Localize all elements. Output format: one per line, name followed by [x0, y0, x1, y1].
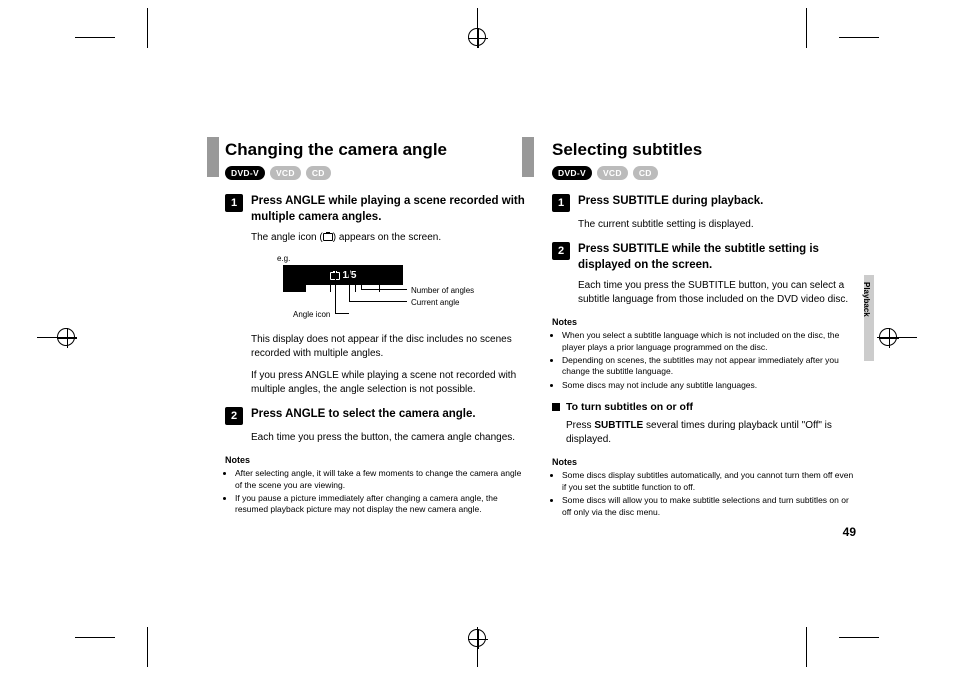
badge-vcd: VCD	[597, 166, 628, 180]
step1-title: Press ANGLE while playing a scene record…	[251, 194, 528, 225]
note-item: If you pause a picture immediately after…	[235, 493, 528, 516]
heading-subtitles: Selecting subtitles	[552, 140, 855, 160]
toggle-subtitles-body: Press SUBTITLE several times during play…	[566, 419, 855, 447]
notes-heading: Notes	[552, 317, 855, 327]
note-item: Some discs may not include any subtitle …	[562, 380, 855, 391]
column-subtitles: Selecting subtitles DVD-V VCD CD 1 Press…	[552, 140, 855, 560]
step-number-1: 1	[552, 194, 570, 212]
column-camera-angle: Changing the camera angle DVD-V VCD CD 1…	[225, 140, 528, 560]
step2-body: Each time you press the SUBTITLE button,…	[578, 279, 855, 307]
notes-list: When you select a subtitle language whic…	[552, 330, 855, 391]
camera-icon	[323, 233, 333, 241]
step2-title: Press SUBTITLE while the subtitle settin…	[578, 242, 855, 273]
step1-body: The current subtitle setting is displaye…	[578, 218, 855, 232]
notes-heading: Notes	[225, 455, 528, 465]
format-badges: DVD-V VCD CD	[225, 166, 528, 180]
label-current-angle: Current angle	[411, 297, 459, 308]
step1-title: Press SUBTITLE during playback.	[578, 194, 855, 212]
notes-list: After selecting angle, it will take a fe…	[225, 468, 528, 516]
square-bullet-icon	[552, 403, 560, 411]
para-angle-not-possible: If you press ANGLE while playing a scene…	[251, 369, 528, 397]
step-number-2: 2	[225, 407, 243, 425]
subheading-toggle-subtitles: To turn subtitles on or off	[552, 401, 855, 413]
badge-vcd: VCD	[270, 166, 301, 180]
badge-cd: CD	[633, 166, 658, 180]
step1-body: The angle icon () appears on the screen.	[251, 231, 528, 245]
step-number-1: 1	[225, 194, 243, 212]
label-num-angles: Number of angles	[411, 285, 474, 296]
step-number-2: 2	[552, 242, 570, 260]
badge-dvdv: DVD-V	[552, 166, 592, 180]
heading-camera-angle: Changing the camera angle	[225, 140, 528, 160]
step2-body: Each time you press the button, the came…	[251, 431, 528, 445]
angle-osd-diagram: e.g. 1/5 Number of angles Current angle …	[277, 253, 528, 323]
step2-title: Press ANGLE to select the camera angle.	[251, 407, 528, 425]
format-badges: DVD-V VCD CD	[552, 166, 855, 180]
notes-list: Some discs display subtitles automatical…	[552, 470, 855, 518]
badge-dvdv: DVD-V	[225, 166, 265, 180]
note-item: Some discs display subtitles automatical…	[562, 470, 855, 493]
accent-bar-left	[207, 137, 219, 177]
note-item: Depending on scenes, the subtitles may n…	[562, 355, 855, 378]
notes-heading: Notes	[552, 457, 855, 467]
note-item: When you select a subtitle language whic…	[562, 330, 855, 353]
label-angle-icon: Angle icon	[293, 309, 330, 320]
note-item: After selecting angle, it will take a fe…	[235, 468, 528, 491]
badge-cd: CD	[306, 166, 331, 180]
note-item: Some discs will allow you to make subtit…	[562, 495, 855, 518]
side-tab-label: Playback	[862, 282, 871, 317]
osd-box: 1/5	[283, 265, 403, 292]
para-no-multi-angle: This display does not appear if the disc…	[251, 333, 528, 361]
